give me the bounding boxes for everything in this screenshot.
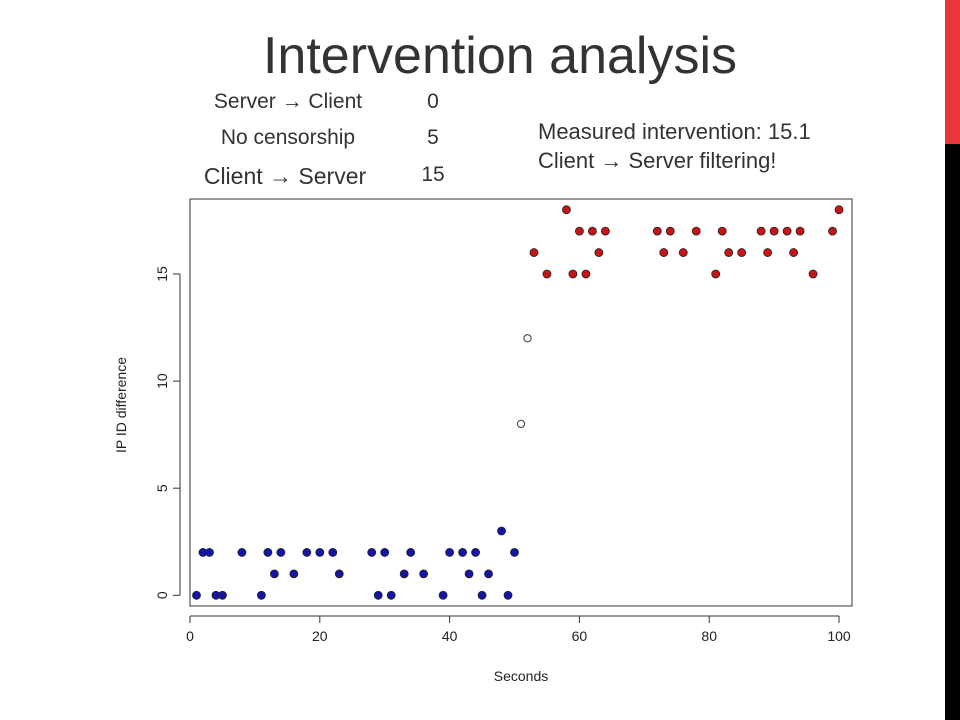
x-axis: 0 20 40 60 80 100	[186, 615, 851, 644]
data-point	[445, 548, 455, 557]
data-point	[289, 569, 299, 579]
side-bar	[945, 144, 960, 720]
data-point	[581, 269, 591, 279]
data-point	[756, 226, 766, 236]
legend-value: 0	[427, 90, 439, 113]
data-point	[237, 548, 247, 557]
data-point	[659, 248, 669, 257]
data-point	[711, 269, 721, 279]
data-point	[834, 205, 844, 215]
data-point	[315, 548, 325, 557]
data-point	[399, 569, 409, 579]
x-tick-label: 20	[312, 628, 328, 644]
data-point	[523, 334, 532, 343]
legend-label: Client → Server	[203, 163, 367, 189]
measured-intervention-note: Measured intervention: 15.1 Client → Ser…	[538, 117, 811, 175]
legend-value: 15	[421, 163, 445, 186]
legend-label: No censorship	[220, 126, 356, 149]
data-point	[808, 269, 818, 279]
y-tick-label: 10	[154, 373, 170, 389]
y-axis-label: IP ID difference	[113, 357, 129, 453]
data-point	[737, 248, 747, 257]
data-point	[276, 548, 286, 557]
slide-title: Intervention analysis	[262, 27, 738, 85]
data-point	[724, 248, 734, 257]
data-point	[789, 248, 798, 257]
data-point	[678, 248, 688, 257]
data-point	[542, 269, 552, 279]
data-point	[373, 590, 383, 600]
data-point	[769, 226, 779, 236]
data-point	[516, 419, 526, 429]
data-point	[594, 248, 604, 257]
x-tick-label: 60	[572, 628, 588, 644]
data-point	[717, 226, 727, 236]
data-point	[575, 226, 584, 236]
data-point	[269, 569, 279, 579]
data-point	[419, 569, 429, 579]
data-point	[218, 590, 227, 600]
filtering-conclusion-line: Client → Server filtering!	[538, 148, 777, 173]
data-point	[380, 548, 390, 557]
data-point	[600, 226, 610, 236]
data-point	[328, 548, 338, 557]
data-point	[334, 569, 344, 579]
data-point	[665, 226, 675, 236]
data-point	[367, 548, 377, 557]
data-point	[782, 226, 792, 236]
data-points	[192, 205, 844, 600]
data-point	[256, 590, 266, 600]
x-tick-label: 100	[827, 628, 851, 644]
data-point	[406, 548, 416, 557]
data-point	[471, 548, 480, 557]
data-point	[484, 569, 493, 579]
data-point	[652, 226, 662, 236]
x-axis-label: Seconds	[494, 668, 548, 684]
data-point	[795, 226, 805, 236]
data-point	[503, 590, 513, 600]
data-point	[464, 569, 474, 579]
y-axis: 0 5 10 15	[154, 266, 181, 599]
data-point	[386, 590, 396, 600]
data-point	[562, 205, 571, 215]
data-point	[205, 548, 214, 557]
data-point	[510, 548, 519, 557]
data-point	[497, 526, 506, 536]
data-point	[438, 590, 448, 600]
data-point	[568, 269, 578, 279]
data-point	[458, 548, 467, 557]
data-point	[763, 248, 773, 257]
y-tick-label: 15	[154, 266, 170, 282]
data-point	[477, 590, 487, 600]
data-point	[587, 226, 597, 236]
data-point	[529, 248, 539, 257]
data-point	[691, 226, 701, 236]
data-point	[828, 226, 837, 236]
x-tick-label: 80	[701, 628, 717, 644]
plot-frame	[189, 198, 853, 607]
accent-bar	[945, 0, 960, 144]
x-tick-label: 0	[186, 628, 194, 644]
data-point	[263, 548, 273, 557]
legend-value: 5	[427, 126, 439, 149]
y-tick-label: 0	[154, 591, 170, 599]
x-tick-label: 40	[442, 628, 458, 644]
measured-intervention-line: Measured intervention: 15.1	[538, 119, 811, 144]
data-point	[302, 548, 312, 557]
legend-label: Server → Client	[213, 90, 363, 113]
y-tick-label: 5	[154, 484, 170, 492]
data-point	[192, 590, 201, 600]
